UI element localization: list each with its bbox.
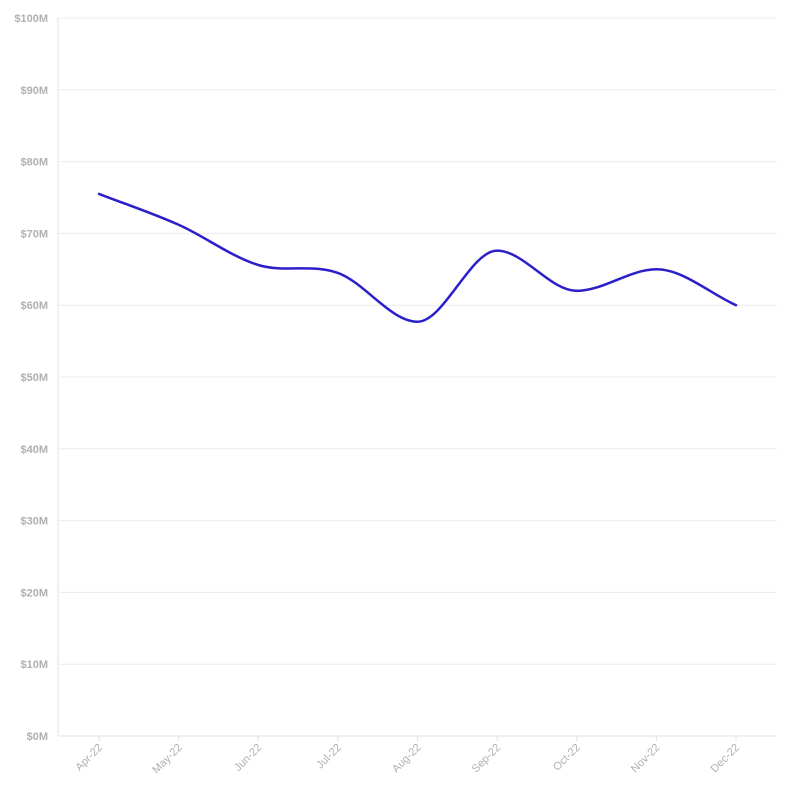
data-point[interactable] bbox=[173, 219, 185, 231]
series-line bbox=[97, 192, 738, 323]
gridlines bbox=[58, 17, 777, 665]
y-tick-label: $60M bbox=[20, 300, 48, 312]
y-tick-label: $0M bbox=[27, 731, 48, 743]
x-tick-label: Nov-22 bbox=[629, 742, 663, 776]
x-tick-label: Jul-22 bbox=[314, 742, 344, 772]
y-tick-label: $50M bbox=[20, 372, 48, 384]
x-tick-label: Oct-22 bbox=[551, 742, 583, 774]
x-tick-label: Dec-22 bbox=[709, 742, 743, 776]
y-tick-label: $40M bbox=[20, 444, 48, 456]
x-tick-label: Sep-22 bbox=[470, 742, 504, 776]
x-tick-label: Apr-22 bbox=[73, 742, 105, 774]
y-tick-label: $10M bbox=[20, 659, 48, 671]
series-layer bbox=[93, 188, 742, 328]
axes bbox=[57, 18, 777, 741]
data-point[interactable] bbox=[412, 316, 424, 328]
x-tick-label: May-22 bbox=[150, 742, 184, 776]
data-point[interactable] bbox=[730, 299, 742, 311]
y-tick-label: $20M bbox=[20, 587, 48, 599]
y-tick-label: $100M bbox=[14, 13, 48, 25]
y-tick-label: $70M bbox=[20, 228, 48, 240]
data-point[interactable] bbox=[332, 267, 344, 279]
data-point[interactable] bbox=[93, 188, 105, 200]
data-point[interactable] bbox=[571, 285, 583, 297]
data-point[interactable] bbox=[491, 245, 503, 257]
x-axis-tick-labels: Apr-22 May-22 Jun-22 Jul-22 Aug-22 Sep-22 Oct-… bbox=[73, 742, 742, 776]
x-tick-label: Aug-22 bbox=[390, 742, 424, 776]
data-point[interactable] bbox=[650, 263, 662, 275]
x-tick-label: Jun-22 bbox=[232, 742, 264, 774]
data-point[interactable] bbox=[252, 259, 264, 271]
y-axis-tick-labels: $0M $10M $20M $30M $40M $50M $60M $70M $80M $90M $… bbox=[14, 13, 48, 743]
y-tick-label: $80M bbox=[20, 157, 48, 169]
y-tick-label: $30M bbox=[20, 516, 48, 528]
y-tick-label: $90M bbox=[20, 85, 48, 97]
